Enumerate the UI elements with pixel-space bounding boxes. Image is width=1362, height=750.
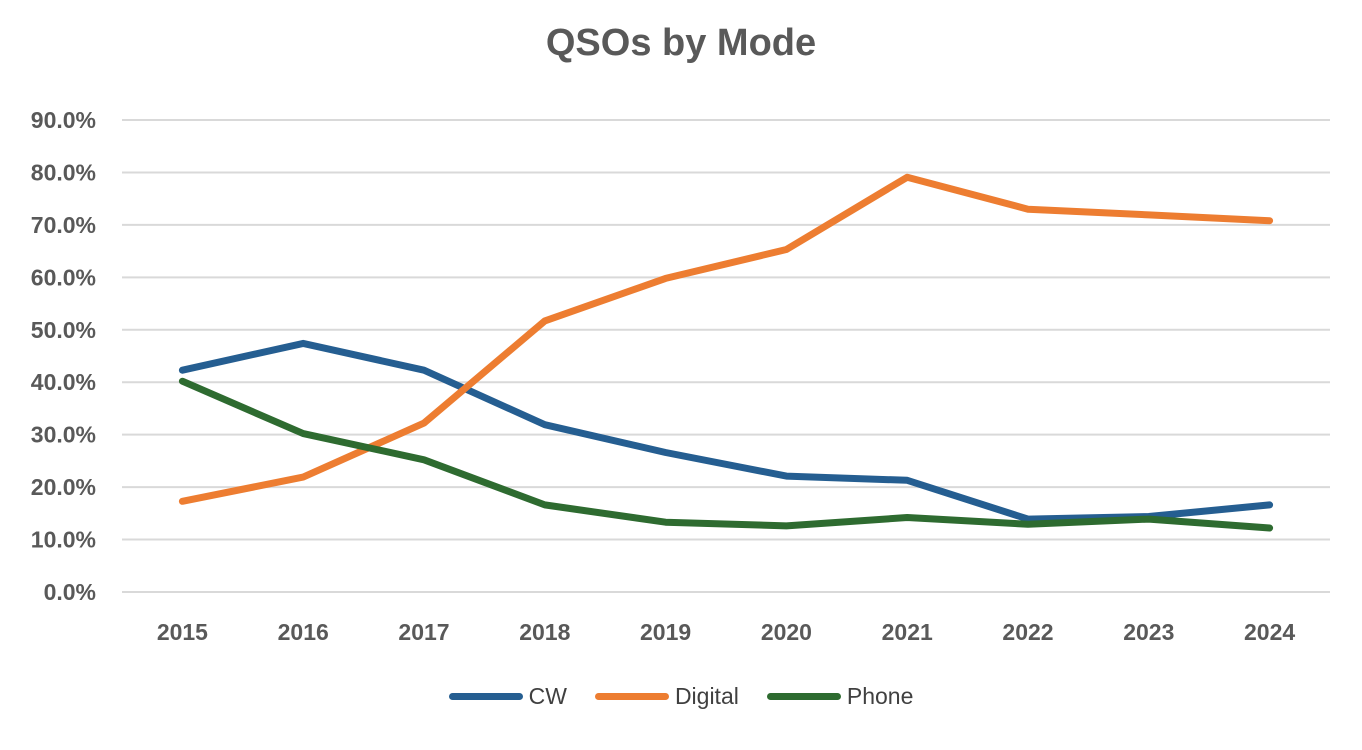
series-line-cw xyxy=(178,339,1274,523)
x-tick-label: 2018 xyxy=(519,619,570,645)
y-tick-label: 90.0% xyxy=(31,107,96,133)
series-lines xyxy=(178,173,1274,532)
chart-title: QSOs by Mode xyxy=(545,22,817,64)
gridlines xyxy=(122,119,1330,593)
x-tick-label: 2022 xyxy=(1002,619,1053,645)
legend-label: Digital xyxy=(674,683,739,709)
x-tick-label: 2020 xyxy=(761,619,812,645)
y-tick-label: 0.0% xyxy=(44,579,96,605)
series-line-phone xyxy=(178,377,1274,532)
legend-item-cw: CW xyxy=(448,683,567,710)
legend-swatch xyxy=(594,693,669,700)
legend-swatch xyxy=(448,693,523,700)
legend-item-phone: Phone xyxy=(766,683,914,710)
x-axis-ticks: 2015 2016 2017 2018 2019 2020 2021 2022 2023 2024 xyxy=(157,619,1296,645)
plot-area: 0.0% 10.0% 20.0% 30.0% 40.0% 50.0% 60.0% 70.0% 8… xyxy=(31,107,1330,645)
y-tick-label: 70.0% xyxy=(31,212,96,238)
y-tick-label: 10.0% xyxy=(31,527,96,553)
y-tick-label: 20.0% xyxy=(31,474,96,500)
legend-label: CW xyxy=(528,683,567,709)
x-tick-label: 2023 xyxy=(1123,619,1174,645)
x-tick-label: 2017 xyxy=(398,619,449,645)
y-tick-label: 40.0% xyxy=(31,369,96,395)
y-axis-ticks: 0.0% 10.0% 20.0% 30.0% 40.0% 50.0% 60.0% 70.0% 8… xyxy=(31,107,96,605)
legend-swatch xyxy=(766,693,841,700)
y-tick-label: 80.0% xyxy=(31,159,96,185)
y-tick-label: 30.0% xyxy=(31,422,96,448)
x-tick-label: 2021 xyxy=(882,619,933,645)
legend-label: Phone xyxy=(846,683,914,709)
legend: CW Digital Phone xyxy=(0,683,1362,710)
x-tick-label: 2015 xyxy=(157,619,208,645)
x-tick-label: 2016 xyxy=(278,619,329,645)
x-tick-label: 2024 xyxy=(1244,619,1295,645)
y-tick-label: 50.0% xyxy=(31,317,96,343)
y-tick-label: 60.0% xyxy=(31,264,96,290)
legend-item-digital: Digital xyxy=(594,683,739,710)
x-tick-label: 2019 xyxy=(640,619,691,645)
